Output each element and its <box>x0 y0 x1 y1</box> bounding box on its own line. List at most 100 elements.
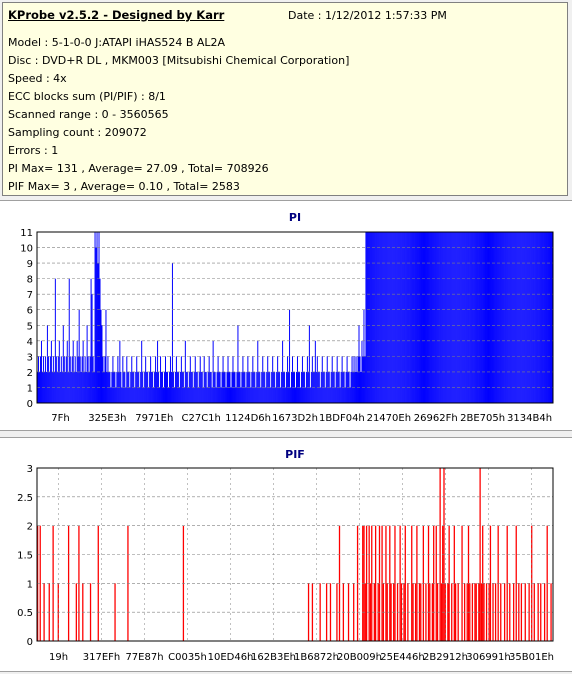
data-bar <box>516 232 518 403</box>
x-tick-label: 2BE705h <box>460 413 505 424</box>
data-bar <box>167 387 169 403</box>
data-bar <box>155 356 157 403</box>
data-bar <box>393 232 395 403</box>
data-bar <box>479 468 481 641</box>
data-bar <box>146 371 148 403</box>
data-bar <box>474 232 476 403</box>
data-bar <box>140 371 142 403</box>
data-bar <box>105 309 107 403</box>
data-bar <box>256 371 258 403</box>
data-bar <box>80 371 82 403</box>
pi-chart-panel: PI 0 1 2 3 4 5 6 7 8 9 10 11 7Fh 325E3h 7971Eh C27C1h 112… <box>0 200 572 431</box>
data-bar <box>419 232 421 403</box>
x-tick-label: C27C1h <box>181 413 220 424</box>
data-bar <box>475 232 477 403</box>
data-bar <box>50 340 52 403</box>
x-tick-label: 7971Eh <box>135 413 173 424</box>
data-bar <box>465 232 467 403</box>
y-tick-label: 0.5 <box>17 608 33 619</box>
data-bar <box>135 371 137 403</box>
data-bar <box>488 232 490 403</box>
data-bar <box>453 232 455 403</box>
data-bar <box>505 232 507 403</box>
data-bar <box>422 232 424 403</box>
data-bar <box>498 232 500 403</box>
data-bar <box>512 232 514 403</box>
data-bar <box>459 232 461 403</box>
data-bar <box>326 356 328 403</box>
data-bar <box>472 232 474 403</box>
data-bar <box>272 356 274 403</box>
data-bar <box>301 356 303 403</box>
data-bar <box>160 356 162 403</box>
data-bar <box>85 371 87 403</box>
data-bar <box>96 232 98 403</box>
data-bar <box>106 371 108 403</box>
data-bar <box>161 371 163 403</box>
data-bar <box>509 232 511 403</box>
data-bar <box>63 356 65 403</box>
data-bar <box>390 232 392 403</box>
data-bar <box>420 583 422 641</box>
data-bar <box>440 232 442 403</box>
data-bar <box>533 232 535 403</box>
data-bar <box>39 356 41 403</box>
data-bar <box>493 232 495 403</box>
data-bar <box>79 356 81 403</box>
data-bar <box>271 371 273 403</box>
x-tick-label: 317EFh <box>83 652 121 663</box>
data-bar <box>506 232 508 403</box>
data-bar <box>402 232 404 403</box>
data-bar <box>389 232 391 403</box>
data-bar <box>173 387 175 403</box>
data-bar <box>511 232 513 403</box>
x-tick-label: 10ED46h <box>208 652 254 663</box>
data-bar <box>235 387 237 403</box>
data-bar <box>91 294 93 403</box>
y-tick-label: 8 <box>27 275 33 286</box>
data-bar <box>515 232 517 403</box>
data-bar <box>473 232 475 403</box>
data-bar <box>480 583 483 641</box>
data-bar <box>543 232 545 403</box>
data-bar <box>535 232 537 403</box>
data-bar <box>525 232 527 403</box>
data-bar <box>432 232 434 403</box>
data-bar <box>315 371 317 403</box>
data-bar <box>215 387 217 403</box>
data-bar <box>55 356 57 403</box>
data-bar <box>464 232 466 403</box>
data-bar <box>504 232 506 403</box>
data-bar <box>203 356 205 403</box>
data-bar <box>416 525 418 641</box>
data-bar <box>354 371 356 403</box>
data-bar <box>399 232 401 403</box>
data-bar <box>202 387 204 403</box>
data-bar <box>430 232 432 403</box>
data-bar <box>551 232 553 403</box>
data-bar <box>324 387 326 403</box>
data-bar <box>52 356 54 403</box>
data-bar <box>102 356 104 403</box>
data-bar <box>538 232 540 403</box>
data-bar <box>497 232 499 403</box>
data-bar <box>358 325 360 403</box>
data-bar <box>379 232 381 403</box>
data-bar <box>404 232 406 403</box>
data-bar <box>114 583 116 641</box>
data-bar <box>466 232 468 403</box>
data-bar <box>281 371 283 403</box>
data-bar <box>548 232 550 403</box>
data-bar <box>414 232 416 403</box>
data-bar <box>237 325 239 403</box>
data-bar <box>47 356 49 403</box>
data-bar <box>483 232 485 403</box>
data-bar <box>470 232 472 403</box>
data-bar <box>373 232 375 403</box>
data-bar <box>336 356 338 403</box>
data-bar <box>206 387 208 403</box>
data-bar <box>219 371 221 403</box>
data-bar <box>471 232 473 403</box>
data-bar <box>231 371 233 403</box>
data-bar <box>57 356 59 403</box>
